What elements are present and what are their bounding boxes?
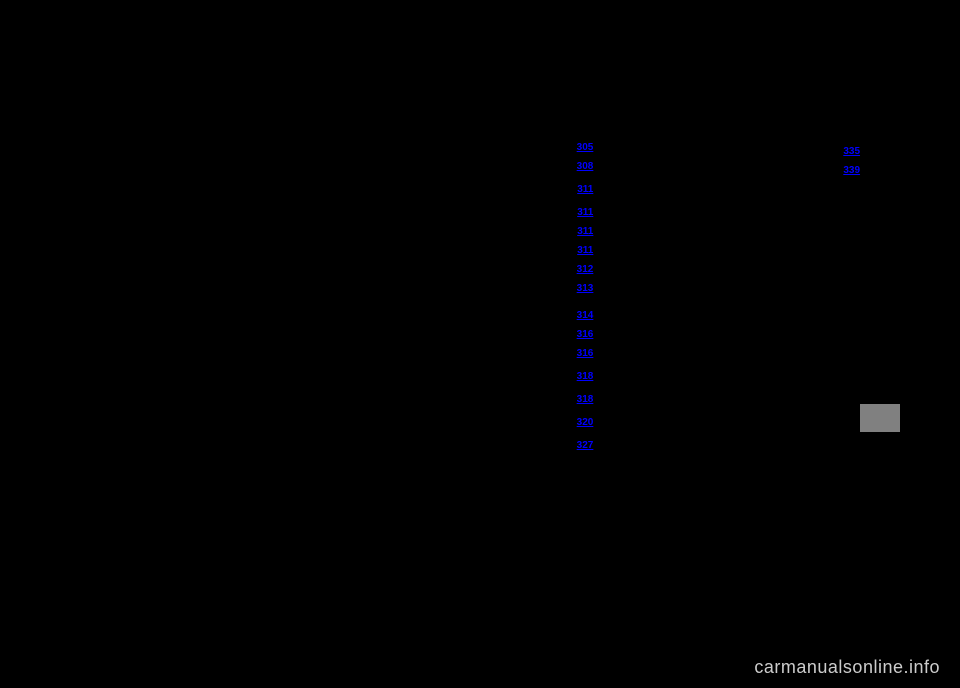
page-link[interactable]: 311: [565, 182, 593, 197]
toc-item: 311: [347, 243, 594, 258]
page-link[interactable]: 320: [565, 415, 593, 430]
toc-item: 311: [347, 182, 594, 197]
toc-item: 312: [347, 262, 594, 277]
toc-item: 316: [347, 346, 594, 361]
page-container: 305 308 311 311 311 311: [0, 0, 960, 688]
toc-item: 314: [347, 308, 594, 323]
column-spacer: [613, 60, 860, 140]
page-link[interactable]: 318: [565, 392, 593, 407]
toc-column-2: 305 308 311 311 311 311: [347, 60, 614, 648]
page-link[interactable]: 314: [565, 308, 593, 323]
toc-item: 311: [347, 224, 594, 239]
section-tab-marker: [860, 404, 900, 432]
toc-item: 305: [347, 140, 594, 155]
toc-item: 311: [347, 205, 594, 220]
page-link[interactable]: 311: [565, 224, 593, 239]
page-link[interactable]: 316: [565, 346, 593, 361]
toc-column-1: [80, 60, 347, 648]
page-link[interactable]: 318: [565, 369, 593, 384]
page-link[interactable]: 312: [565, 262, 593, 277]
toc-item: 316: [347, 327, 594, 342]
page-link[interactable]: 327: [565, 438, 593, 453]
page-link[interactable]: 311: [565, 243, 593, 258]
toc-item: 318: [347, 369, 594, 384]
toc-item: 308: [347, 159, 594, 174]
watermark-text: carmanualsonline.info: [754, 657, 940, 678]
toc-item: 327: [347, 438, 594, 453]
page-link[interactable]: 311: [565, 205, 593, 220]
page-link[interactable]: 305: [565, 140, 593, 155]
toc-column-3: 335 339: [613, 60, 880, 648]
toc-item: 335: [613, 144, 860, 159]
toc-item: 318: [347, 392, 594, 407]
page-link[interactable]: 316: [565, 327, 593, 342]
page-link[interactable]: 308: [565, 159, 593, 174]
toc-item: 339: [613, 163, 860, 178]
column-spacer: [347, 60, 594, 140]
page-link[interactable]: 339: [832, 163, 860, 178]
page-link[interactable]: 313: [565, 281, 593, 296]
toc-item: 313: [347, 281, 594, 296]
page-link[interactable]: 335: [832, 144, 860, 159]
column-spacer: [80, 60, 327, 140]
toc-item: 320: [347, 415, 594, 430]
